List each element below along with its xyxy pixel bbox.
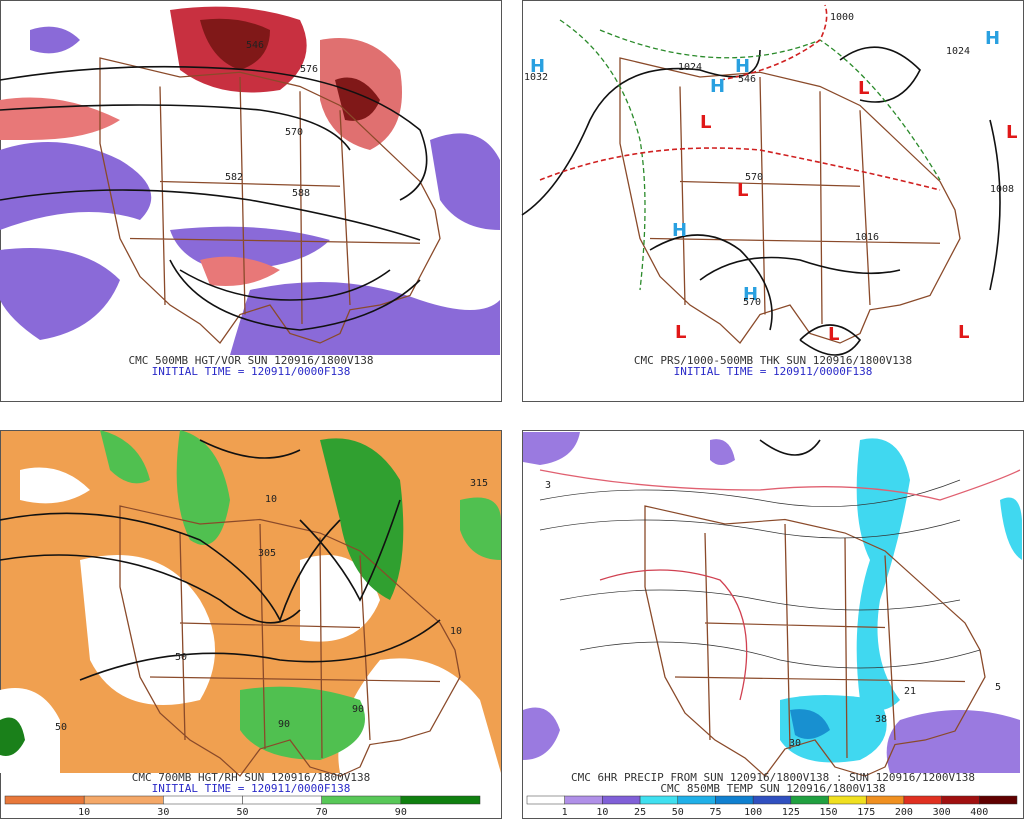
caption: CMC 500MB HGT/VOR SUN 120916/1800V138 (128, 354, 373, 367)
legend-label: 90 (395, 807, 407, 818)
caption: CMC 700MB HGT/RH SUN 120916/1800V138 (132, 771, 370, 784)
contour-label: 5 (995, 682, 1001, 693)
legend-swatch (790, 795, 829, 805)
contour-label: 546 (738, 74, 756, 85)
contour-label: 90 (278, 719, 290, 730)
legend-swatch (865, 795, 905, 805)
high-label: H (743, 284, 758, 305)
caption: INITIAL TIME = 120911/0000F138 (674, 365, 873, 378)
low-label: L (858, 78, 869, 99)
caption: CMC 6HR PRECIP FROM SUN 120916/1800V138 … (571, 771, 975, 784)
contour-label: 10 (450, 626, 462, 637)
contour-label: 38 (875, 714, 887, 725)
legend-swatch (752, 795, 792, 805)
legend-swatch (979, 795, 1018, 805)
legend-label: 200 (895, 807, 913, 818)
low-label: L (828, 324, 839, 345)
panel-1: 546 570 582 576 588 CMC 500MB HGT/VOR SU… (0, 0, 502, 402)
contour-label: 90 (352, 704, 364, 715)
panel-4: 3 21 38 30 5 CMC 6HR PRECIP FROM SUN 120… (522, 430, 1024, 819)
contour-label: 570 (285, 127, 303, 138)
high-label: H (735, 56, 750, 77)
caption: CMC 850MB TEMP SUN 120916/1800V138 (660, 782, 885, 795)
high-label: H (985, 28, 1000, 49)
contour-label: 570 (745, 172, 763, 183)
legend-swatch (4, 795, 85, 805)
legend-label: 1 (562, 807, 568, 818)
contour-label: 1000 (830, 12, 854, 23)
high-label: H (530, 56, 545, 77)
contour-label: 21 (904, 686, 916, 697)
contour-label: 546 (246, 40, 264, 51)
legend-label: 10 (78, 807, 90, 818)
contour-label: 570 (743, 297, 761, 308)
legend-label: 70 (316, 807, 328, 818)
legend-label: 300 (933, 807, 951, 818)
legend-label: 175 (857, 807, 875, 818)
panel-frame (522, 0, 1024, 402)
low-label: L (675, 322, 686, 343)
legend-label: 30 (157, 807, 169, 818)
contour-label: 315 (470, 478, 488, 489)
caption: INITIAL TIME = 120911/0000F138 (152, 782, 351, 795)
height-contours (0, 439, 441, 681)
legend-label: 75 (709, 807, 721, 818)
legend-swatch (83, 795, 164, 805)
contour-label: 3 (545, 480, 551, 491)
contour-label: 588 (292, 188, 310, 199)
height-contours (0, 65, 428, 331)
legend-label: 125 (782, 807, 800, 818)
low-label: L (737, 180, 748, 201)
legend-swatch (602, 795, 641, 805)
legend-swatch (639, 795, 679, 805)
contour-label: 576 (300, 64, 318, 75)
contour-label: 582 (225, 172, 243, 183)
contour-label: 1032 (524, 72, 548, 83)
legend-label: 150 (820, 807, 838, 818)
caption: CMC PRS/1000-500MB THK SUN 120916/1800V1… (634, 354, 912, 367)
contour-label: 1024 (678, 62, 702, 73)
contour-label: 1024 (946, 46, 970, 57)
low-label: L (700, 112, 711, 133)
low-label: L (958, 322, 969, 343)
legend-label: 10 (596, 807, 608, 818)
legend-swatch (677, 795, 716, 805)
legend: 10 30 50 70 90 (4, 795, 481, 818)
precip-fill (523, 432, 1022, 773)
legend-label: 50 (672, 807, 684, 818)
legend-swatch (715, 795, 754, 805)
contour-label: 305 (258, 548, 276, 559)
temperature-contours (539, 439, 1021, 701)
legend-swatch (163, 795, 243, 805)
legend-label: 400 (970, 807, 988, 818)
high-label: H (672, 220, 687, 241)
legend-swatch (941, 795, 980, 805)
contour-label: 50 (55, 722, 67, 733)
legend: 1 10 25 50 75 100 125 150 175 200 300 400 (526, 795, 1018, 818)
panel-2: H H H H H H L L L L L L L 1000 1024 1024… (521, 0, 1024, 402)
legend-swatch (321, 795, 402, 805)
legend-label: 50 (236, 807, 248, 818)
caption: INITIAL TIME = 120911/0000F138 (152, 365, 351, 378)
contour-label: 10 (265, 494, 277, 505)
legend-label: 100 (744, 807, 762, 818)
contour-label: 1016 (855, 232, 879, 243)
low-label: L (1006, 122, 1017, 143)
legend-label: 25 (634, 807, 646, 818)
contour-label: 30 (789, 738, 801, 749)
legend-swatch (242, 795, 322, 805)
contour-label: 50 (175, 652, 187, 663)
pressure-contours (521, 4, 1001, 356)
legend-swatch (564, 795, 603, 805)
legend-swatch (400, 795, 481, 805)
contour-label: 1008 (990, 184, 1014, 195)
high-label: H (710, 76, 725, 97)
legend-swatch (828, 795, 867, 805)
legend-swatch (526, 795, 565, 805)
panel-3: 315 305 10 10 50 50 90 90 CMC 700MB HGT/… (0, 430, 502, 819)
legend-swatch (903, 795, 942, 805)
